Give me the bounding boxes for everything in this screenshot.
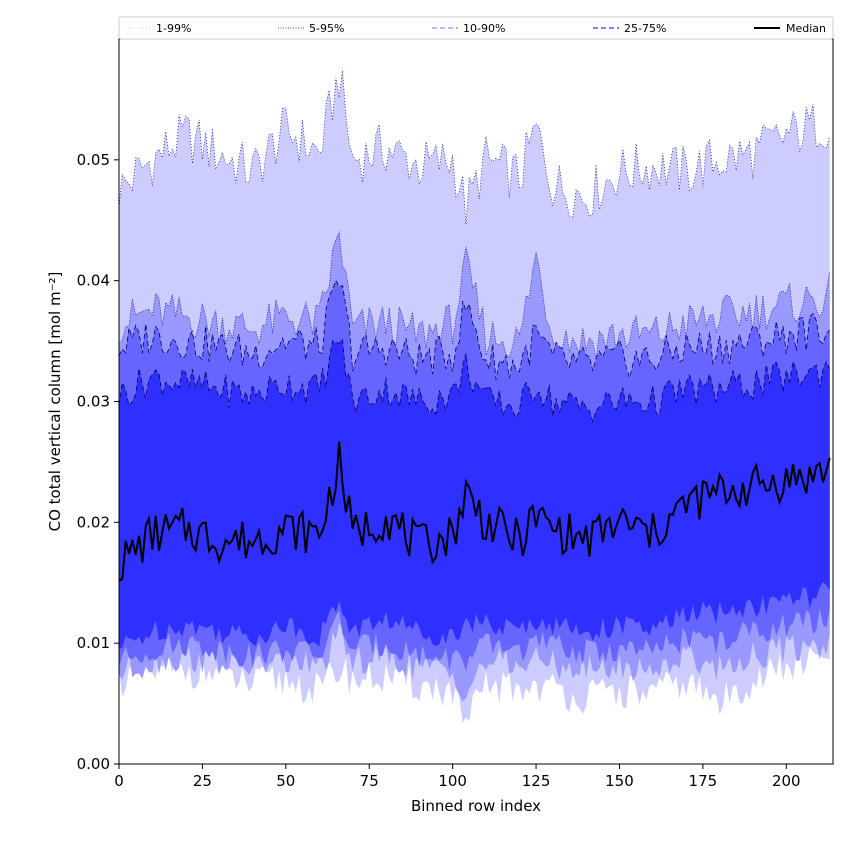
axes: 0 25 50 75 100 125 150 175 200 0.00 0.01 0.02 0.03 0.… bbox=[77, 38, 834, 790]
x-tick-label: 75 bbox=[360, 772, 379, 790]
x-axis-label: Binned row index bbox=[411, 797, 541, 815]
legend-item: 25-75% bbox=[593, 22, 666, 35]
legend-item: 5-95% bbox=[278, 22, 344, 35]
legend-item: 1-99% bbox=[125, 22, 191, 35]
median-line bbox=[119, 441, 831, 582]
band-2-upper-line bbox=[119, 231, 831, 360]
x-tick-label: 25 bbox=[193, 772, 212, 790]
band-4-fill bbox=[119, 339, 830, 650]
legend-item: 10-90% bbox=[432, 22, 505, 35]
legend-label: 10-90% bbox=[463, 22, 505, 35]
y-axis-label: CO total vertical column [mol m⁻²] bbox=[46, 272, 64, 532]
legend-label: Median bbox=[786, 22, 826, 35]
plot-clip-group bbox=[119, 70, 831, 723]
legend: 1-99% 5-95% 10-90% 25-75% Median bbox=[118, 16, 834, 40]
y-tick-label: 0.01 bbox=[77, 634, 110, 652]
plot-area bbox=[119, 70, 831, 723]
y-tick-label: 0.03 bbox=[77, 393, 110, 411]
band-3-upper-line bbox=[119, 279, 831, 380]
x-tick-label: 125 bbox=[522, 772, 551, 790]
y-tick-label: 0.02 bbox=[77, 513, 110, 531]
x-tick-label: 175 bbox=[689, 772, 718, 790]
y-tick-label: 0.00 bbox=[77, 755, 110, 773]
y-tick-label: 0.04 bbox=[77, 272, 110, 290]
legend-label: 5-95% bbox=[309, 22, 344, 35]
y-tick-label: 0.05 bbox=[77, 151, 110, 169]
legend-box bbox=[118, 16, 834, 40]
band-4-upper-line bbox=[119, 338, 831, 423]
x-tick-label: 50 bbox=[276, 772, 295, 790]
x-tick-label: 150 bbox=[605, 772, 634, 790]
x-tick-label: 200 bbox=[772, 772, 801, 790]
legend-label: 25-75% bbox=[624, 22, 666, 35]
legend-label: 1-99% bbox=[156, 22, 191, 35]
x-tick-label: 100 bbox=[438, 772, 467, 790]
legend-item: Median bbox=[754, 22, 826, 35]
x-tick-label: 0 bbox=[114, 772, 124, 790]
